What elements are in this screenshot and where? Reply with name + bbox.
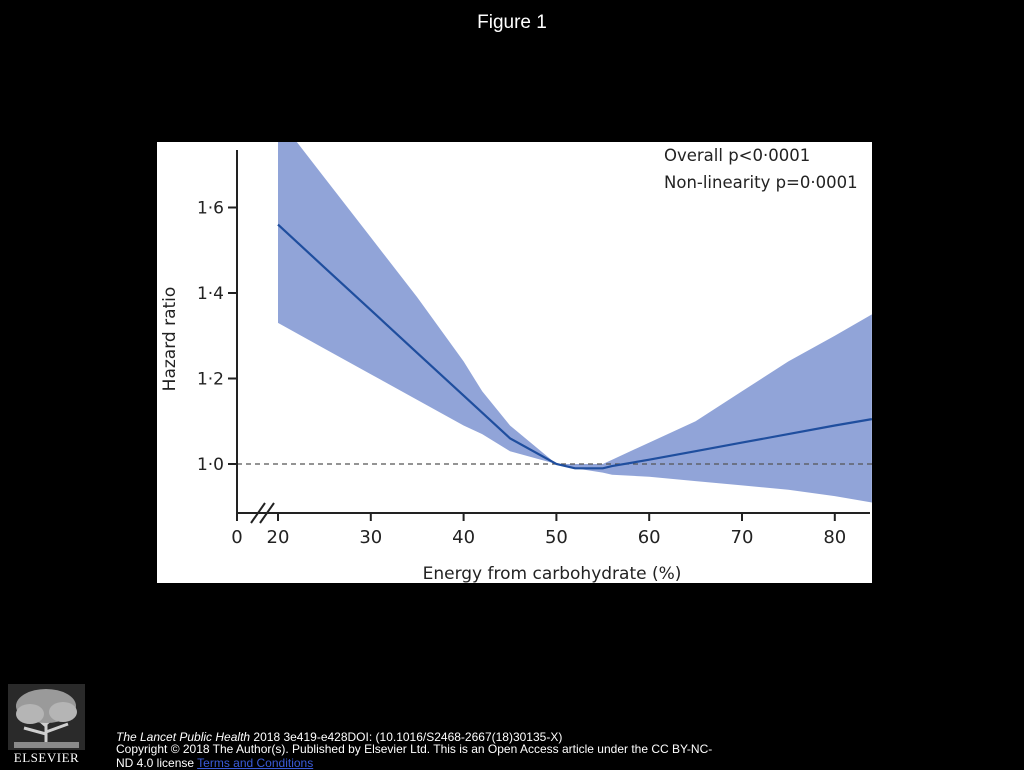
axis-break-mark xyxy=(250,502,266,524)
y-tick-label: 1·4 xyxy=(197,284,224,304)
annotation-non-linearity-p: Non-linearity p=0·0001 xyxy=(664,173,858,192)
x-tick-label: 50 xyxy=(545,527,568,548)
y-tick-label: 1·0 xyxy=(197,455,224,475)
citation-details: 2018 3e419-e428DOI: (10.1016/S2468-2667(… xyxy=(250,730,563,744)
confidence-band xyxy=(278,142,872,503)
figure-title: Figure 1 xyxy=(477,12,547,33)
x-axis-label: Energy from carbohydrate (%) xyxy=(423,564,682,583)
x-tick-label: 30 xyxy=(359,527,382,548)
x-tick-label: 70 xyxy=(731,527,754,548)
x-tick-label: 20 xyxy=(267,527,290,548)
x-tick-label: 80 xyxy=(823,527,846,548)
x-tick-label: 0 xyxy=(231,527,242,548)
hazard-ratio-chart: 1·01·21·41·61·8020304050607080 Overall p… xyxy=(160,142,872,583)
x-tick-label: 60 xyxy=(638,527,661,548)
annotation-overall-p: Overall p<0·0001 xyxy=(664,146,810,165)
journal-name: The Lancet Public Health xyxy=(116,730,251,744)
y-axis-label: Hazard ratio xyxy=(160,287,180,392)
citation: The Lancet Public Health 2018 3e419-e428… xyxy=(116,730,562,744)
chart-panel: 1·01·21·41·61·8020304050607080 Overall p… xyxy=(157,142,872,583)
copyright-notice: Copyright © 2018 The Author(s). Publishe… xyxy=(116,742,716,770)
terms-and-conditions-link[interactable]: Terms and Conditions xyxy=(197,756,314,770)
x-tick-label: 40 xyxy=(452,527,475,548)
axis-break-mark xyxy=(259,502,275,524)
elsevier-logo xyxy=(8,684,85,767)
elsevier-wordmark: ELSEVIER xyxy=(13,750,80,765)
hazard-ratio-line xyxy=(277,223,872,470)
y-tick-label: 1·2 xyxy=(197,370,224,390)
y-tick-label: 1·6 xyxy=(197,199,224,219)
